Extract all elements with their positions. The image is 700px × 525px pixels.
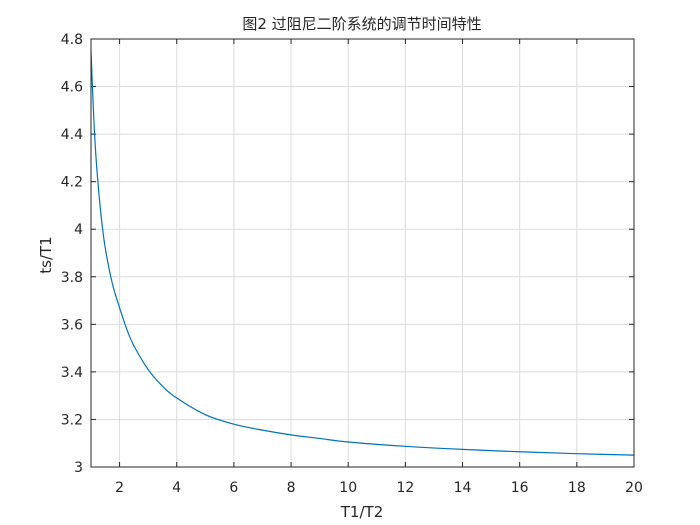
y-tick-label: 4 bbox=[74, 222, 83, 238]
series-group bbox=[90, 50, 635, 456]
x-tick-label: 14 bbox=[454, 480, 472, 496]
x-tick-label: 4 bbox=[172, 480, 181, 496]
x-tick-label: 8 bbox=[287, 480, 296, 496]
x-tick-label: 6 bbox=[229, 480, 238, 496]
series-line bbox=[90, 50, 635, 456]
axis-ticks: 2 4 6 8 10 12 14 16 18 20 3 3.2 3.4 3.6 3.8 4 4.2 4.4 4.6 4… bbox=[61, 32, 643, 496]
x-tick-label: 2 bbox=[115, 480, 124, 496]
y-tick-label: 3.8 bbox=[61, 270, 83, 286]
y-tick-label: 4.6 bbox=[61, 80, 83, 96]
chart-title: 图2 过阻尼二阶系统的调节时间特性 bbox=[242, 15, 481, 33]
y-tick-label: 4.2 bbox=[61, 175, 83, 191]
y-tick-label: 4.8 bbox=[61, 32, 83, 48]
x-tick-label: 12 bbox=[396, 480, 414, 496]
x-tick-label: 10 bbox=[339, 480, 357, 496]
plot-frame bbox=[90, 38, 635, 468]
y-axis-label: ts/T1 bbox=[37, 236, 55, 273]
y-tick-label: 3.2 bbox=[61, 412, 83, 428]
x-tick-label: 16 bbox=[511, 480, 529, 496]
y-tick-label: 3 bbox=[74, 460, 83, 476]
grid-lines bbox=[91, 38, 635, 468]
y-tick-label: 3.6 bbox=[61, 317, 83, 333]
x-tick-label: 20 bbox=[625, 480, 643, 496]
y-tick-label: 4.4 bbox=[61, 127, 83, 143]
x-tick-label: 18 bbox=[568, 480, 586, 496]
x-axis-label: T1/T2 bbox=[340, 503, 383, 521]
y-tick-label: 3.4 bbox=[61, 365, 83, 381]
